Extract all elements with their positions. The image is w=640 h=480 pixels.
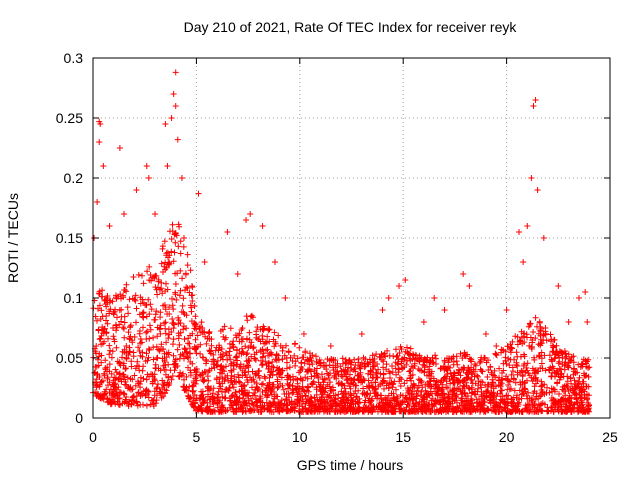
- data-point: [530, 103, 537, 109]
- data-point: [431, 295, 438, 301]
- y-tick-label: 0: [75, 410, 83, 426]
- data-point: [282, 295, 289, 301]
- data-point: [133, 187, 140, 193]
- data-points: [90, 69, 593, 415]
- x-tick-label: 20: [499, 429, 515, 445]
- data-point: [327, 343, 334, 349]
- data-point: [94, 199, 101, 205]
- data-point: [180, 235, 187, 241]
- data-point: [493, 343, 500, 349]
- data-point: [106, 223, 113, 229]
- data-point: [396, 283, 403, 289]
- data-point: [195, 190, 202, 197]
- x-axis-label: GPS time / hours: [297, 457, 404, 473]
- data-point: [145, 175, 152, 181]
- data-point: [172, 69, 179, 76]
- data-point: [379, 307, 386, 313]
- data-point: [540, 235, 547, 241]
- data-point: [234, 271, 241, 277]
- x-tick-label: 0: [89, 429, 97, 445]
- data-point: [152, 211, 159, 217]
- chart-title: Day 210 of 2021, Rate Of TEC Index for r…: [184, 19, 518, 35]
- data-point: [358, 331, 365, 337]
- data-point: [460, 271, 467, 277]
- data-point: [520, 259, 527, 265]
- y-tick-label: 0.3: [64, 50, 84, 66]
- data-point: [178, 175, 185, 181]
- data-point: [555, 283, 562, 289]
- data-point: [100, 163, 107, 169]
- y-tick-label: 0.2: [64, 170, 84, 186]
- data-point-band: [90, 221, 593, 415]
- data-point: [224, 229, 231, 235]
- data-point: [584, 319, 591, 325]
- data-point: [121, 211, 128, 217]
- x-tick-label: 15: [395, 429, 411, 445]
- data-point: [271, 259, 278, 265]
- data-point: [420, 319, 427, 325]
- data-point: [575, 295, 582, 301]
- data-point: [516, 229, 523, 235]
- x-tick-label: 5: [193, 429, 201, 445]
- data-point: [174, 136, 181, 143]
- data-point: [162, 121, 169, 127]
- data-point: [170, 91, 177, 97]
- data-point: [466, 283, 473, 289]
- y-tick-label: 0.25: [56, 110, 83, 126]
- data-point: [243, 217, 250, 223]
- data-point: [524, 223, 531, 229]
- x-tick-label: 10: [292, 429, 308, 445]
- data-point: [503, 307, 510, 313]
- data-point: [201, 259, 208, 265]
- data-point: [116, 145, 123, 151]
- axis-ticks: 0 5 10 15 20 25 0 0.05 0.1 0.15 0.2 0.25 0.3: [56, 50, 618, 445]
- data-point: [402, 277, 409, 283]
- data-point: [96, 139, 103, 145]
- y-axis-label: ROTI / TECUs: [5, 193, 21, 283]
- data-point: [164, 163, 171, 169]
- data-point: [565, 319, 572, 325]
- data-point: [482, 331, 489, 337]
- data-point: [441, 307, 448, 313]
- data-point: [247, 211, 254, 217]
- data-point: [259, 223, 266, 229]
- y-tick-label: 0.05: [56, 350, 83, 366]
- data-point: [582, 289, 589, 295]
- data-point: [528, 175, 535, 181]
- data-point: [168, 115, 175, 121]
- x-tick-label: 25: [602, 429, 618, 445]
- y-tick-label: 0.15: [56, 230, 83, 246]
- data-point: [97, 121, 104, 127]
- data-point: [534, 187, 541, 193]
- data-point: [385, 295, 392, 301]
- data-point: [532, 97, 539, 103]
- data-point: [300, 331, 307, 337]
- data-point: [172, 103, 179, 109]
- y-tick-label: 0.1: [64, 290, 84, 306]
- data-point: [143, 163, 150, 169]
